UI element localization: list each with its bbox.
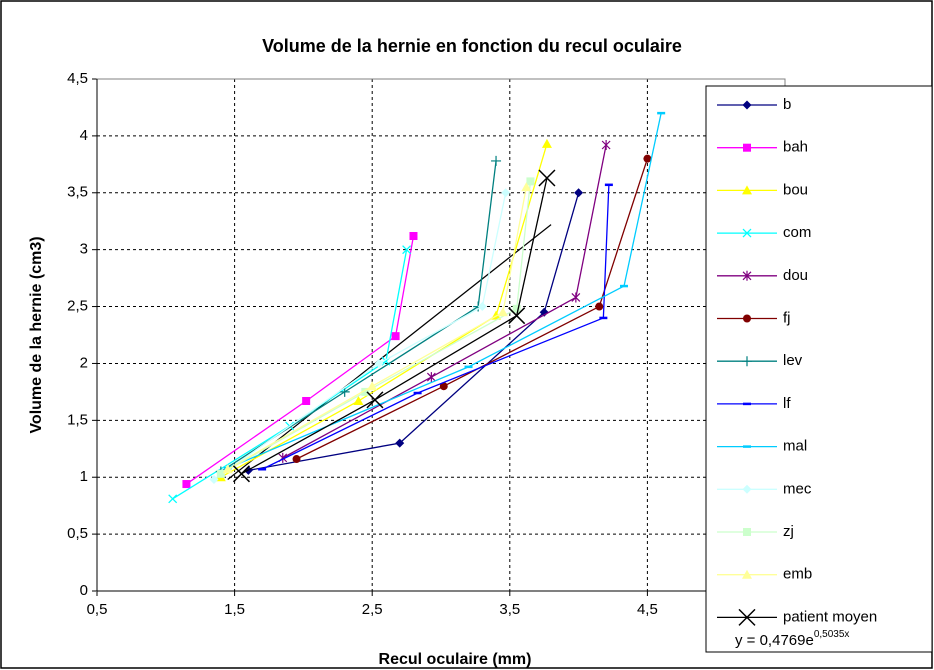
data-point [232, 465, 251, 483]
legend-label: fj [783, 309, 791, 326]
data-point [361, 387, 370, 396]
y-tick-label: 1 [80, 468, 88, 485]
equation-exponent: 0,5035x [814, 629, 850, 640]
data-point [521, 182, 532, 192]
data-point [477, 302, 487, 312]
x-tick-label: 0,5 [87, 601, 108, 618]
series-line [261, 184, 610, 470]
y-tick-label: 2,5 [67, 298, 88, 315]
data-point [541, 138, 552, 148]
data-point [222, 464, 233, 474]
data-point [302, 396, 311, 405]
series-line [227, 112, 662, 469]
y-tick-label: 3 [80, 241, 88, 258]
data-point [439, 382, 448, 391]
data-point [292, 455, 301, 464]
data-point [374, 358, 384, 368]
equation-base: y = 0,4769e [735, 632, 814, 649]
series-line [172, 249, 408, 500]
legend-label: patient moyen [783, 608, 877, 625]
legend-marker [742, 100, 752, 110]
data-point [339, 386, 350, 397]
series-line [248, 192, 580, 472]
x-tick-label: 3,5 [499, 601, 520, 618]
y-tick-label: 2 [80, 354, 88, 371]
data-point [367, 381, 378, 391]
legend-box [705, 85, 933, 653]
legend-label: bah [783, 139, 808, 156]
chart-title: Volume de la hernie en fonction du recul… [262, 36, 682, 56]
series-line [296, 158, 649, 460]
data-point [402, 245, 412, 255]
legend-marker [743, 314, 751, 323]
data-point [512, 304, 521, 313]
y-tick-label: 0,5 [67, 525, 88, 542]
data-point [574, 188, 584, 198]
data-point [426, 372, 436, 383]
y-tick-label: 0 [80, 582, 88, 599]
series-line [213, 192, 507, 481]
data-point [216, 469, 225, 478]
data-point [501, 188, 511, 198]
trendline [227, 224, 552, 480]
legend-marker [742, 270, 752, 281]
trendline-equation: y = 0,4769e0,5035x [735, 629, 849, 649]
legend-label: com [783, 224, 811, 241]
data-point [209, 474, 219, 484]
legend-label: lf [783, 395, 791, 412]
y-axis-label: Volume de la hernie (cm3) [28, 236, 45, 433]
data-point [508, 307, 526, 325]
data-point [353, 395, 364, 405]
x-tick-label: 1,5 [224, 601, 245, 618]
data-point [168, 494, 178, 504]
data-point [539, 307, 549, 317]
x-tick-label: 2,5 [362, 601, 383, 618]
legend-label: mal [783, 438, 807, 455]
legend-marker [738, 608, 756, 626]
series-line [241, 177, 548, 475]
data-point [601, 139, 611, 150]
legend-marker [742, 484, 752, 494]
series-line [282, 144, 607, 459]
y-tick-label: 1,5 [67, 411, 88, 428]
legend-marker [743, 528, 751, 536]
data-point [366, 391, 384, 409]
x-tick-label: 4,5 [637, 601, 658, 618]
data-point [497, 307, 508, 317]
legend-label: lev [783, 352, 803, 369]
data-point [409, 232, 418, 241]
data-point [391, 332, 400, 341]
legend-label: zj [783, 523, 794, 540]
data-point [526, 177, 535, 186]
data-point [491, 155, 502, 166]
legend-label: dou [783, 267, 808, 284]
legend-marker [742, 356, 752, 367]
legend-marker [742, 569, 752, 579]
legend-label: mec [783, 480, 812, 497]
x-axis-label: Recul oculaire (mm) [379, 651, 532, 668]
data-point [538, 169, 556, 187]
series-line [220, 181, 532, 475]
y-tick-label: 4 [80, 127, 88, 144]
y-tick-label: 3,5 [67, 184, 88, 201]
series-line [227, 186, 527, 470]
legend-marker [742, 228, 752, 238]
legend-marker [743, 143, 751, 152]
data-point [395, 438, 405, 448]
data-point [182, 480, 191, 489]
legend-label: b [783, 96, 791, 113]
legend-label: emb [783, 566, 812, 583]
y-tick-label: 4,5 [67, 70, 88, 87]
legend-label: bou [783, 181, 808, 198]
data-point [595, 302, 604, 311]
data-point [643, 154, 652, 163]
legend-marker [742, 185, 752, 195]
series-line [186, 235, 415, 485]
data-point [571, 292, 581, 303]
